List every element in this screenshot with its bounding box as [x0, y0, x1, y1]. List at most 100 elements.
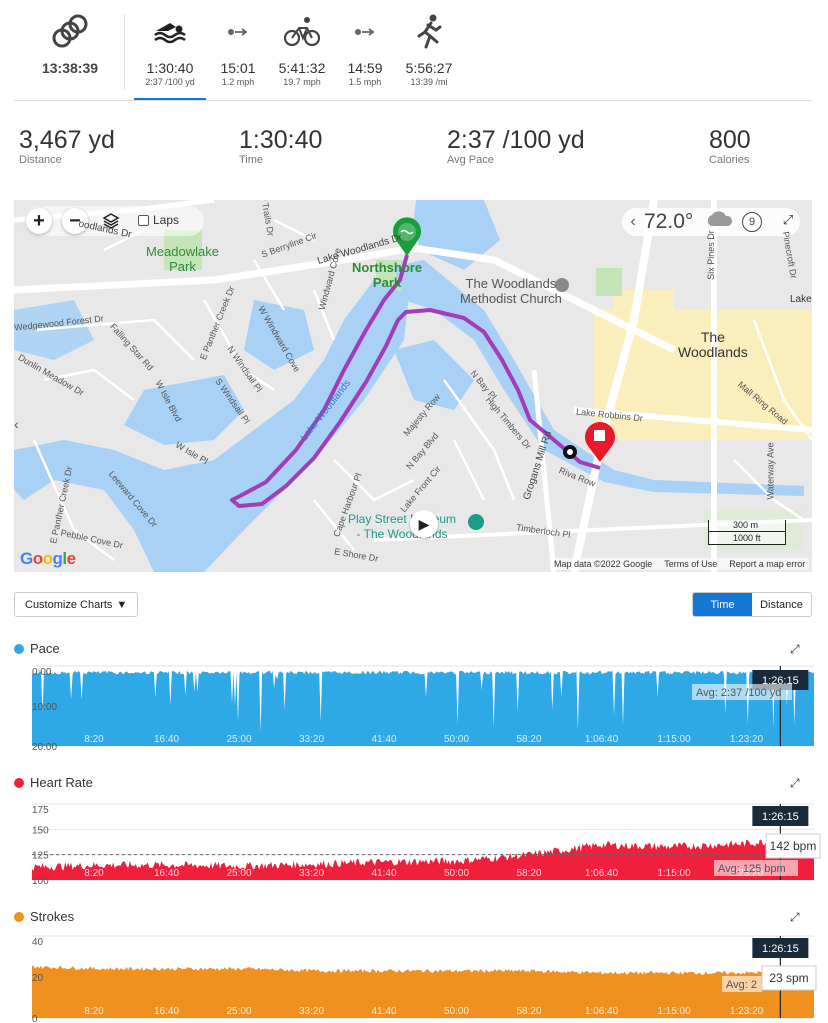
strokes-legend-dot	[14, 911, 24, 922]
pace-chart-title: Pace	[30, 641, 60, 656]
heart-rate-chart[interactable]: 175 150 125 100 8:20 16:40 25:00 33:20 41:40 50:0…	[0, 796, 828, 886]
cursor-time-badge	[752, 806, 809, 826]
strokes-series-area	[32, 965, 814, 1018]
segment-bike-speed: 19.7 mph	[283, 77, 321, 87]
average-label: Avg: 2	[726, 979, 757, 991]
zoom-in-button[interactable]: +	[26, 208, 52, 234]
x-tick-label: 1:23:20	[730, 734, 764, 745]
x-tick-label: 1:23:20	[730, 1006, 764, 1017]
segment-swim[interactable]: 1:30:40 2:37 /100 yd	[134, 12, 206, 102]
activity-map[interactable]: + − Laps ‹ 72.0° 9 ⤢ ‹ Meadowlake Park N…	[14, 200, 812, 572]
average-label: Avg: 125 bpm	[718, 863, 786, 875]
weather-temperature: 72.0°	[644, 210, 694, 233]
scale-meters: 300 m	[708, 520, 786, 532]
value-tooltip	[765, 833, 821, 859]
expand-icon[interactable]: ⤢	[790, 910, 800, 924]
chevron-left-icon[interactable]: ‹	[14, 416, 19, 432]
terms-link[interactable]: Terms of Use	[664, 559, 718, 569]
segment-divider	[124, 14, 125, 90]
zoom-out-button[interactable]: −	[62, 208, 88, 234]
segment-bike-time: 5:41:32	[278, 60, 326, 76]
x-tick-label: 41:40	[371, 868, 396, 879]
expand-icon[interactable]: ⤢	[782, 212, 794, 227]
segment-run-time: 5:56:27	[405, 60, 453, 76]
layers-icon[interactable]	[98, 208, 124, 234]
segment-total[interactable]: 13:38:39	[30, 12, 110, 76]
x-tick-label: 1:06:40	[585, 734, 619, 745]
google-logo: Google	[20, 549, 76, 568]
heart-rate-series-area	[32, 834, 814, 880]
heart-rate-chart-title: Heart Rate	[30, 775, 93, 790]
stat-time: 1:30:40 Time	[239, 126, 322, 166]
time-axis-button[interactable]: Time	[693, 593, 752, 616]
x-tick-label: 1:15:00	[657, 734, 691, 745]
heart-rate-legend-dot	[14, 777, 24, 788]
segment-run[interactable]: 5:56:27 13:39 /mi	[398, 12, 460, 88]
stat-calories-label: Calories	[709, 154, 750, 166]
y-tick-label: 10:00	[32, 702, 57, 713]
y-tick-label: 175	[32, 805, 49, 816]
stat-pace-value: 2:37 /100 yd	[447, 126, 585, 154]
map-label-lake-edge: Lake	[790, 294, 812, 305]
map-footer: Map data ©2022 Google Terms of Use Repor…	[550, 558, 810, 570]
church-pin[interactable]	[555, 278, 569, 292]
laps-toggle[interactable]: Laps	[138, 213, 179, 227]
x-tick-label: 8:20	[84, 734, 104, 745]
map-label-six-pines: Six Pines Dr	[705, 230, 716, 280]
customize-charts-button[interactable]: Customize Charts ▼	[14, 592, 138, 617]
distance-axis-button[interactable]: Distance	[752, 593, 811, 616]
stat-calories: 800 Calories	[709, 126, 751, 166]
x-tick-label: 1:06:40	[585, 868, 619, 879]
laps-checkbox[interactable]	[138, 214, 149, 226]
multisport-icon	[30, 12, 110, 52]
x-tick-label: 41:40	[371, 1006, 396, 1017]
segment-transition-1[interactable]: 15:01 1.2 mph	[212, 12, 264, 88]
stat-avg-pace: 2:37 /100 yd Avg Pace	[447, 126, 585, 166]
weather-widget[interactable]: ‹ 72.0° 9	[622, 208, 800, 236]
transition-icon	[212, 12, 264, 52]
play-icon[interactable]: ▶	[410, 510, 438, 538]
segment-transition-2[interactable]: 14:59 1.5 mph	[340, 12, 390, 88]
bike-icon	[272, 12, 332, 52]
value-tooltip	[761, 965, 817, 991]
segment-swim-pace: 2:37 /100 yd	[145, 77, 195, 87]
stat-distance: 3,467 yd Distance	[19, 126, 115, 166]
cursor-time-label: 1:26:15	[762, 811, 799, 823]
x-tick-label: 25:00	[226, 734, 251, 745]
strokes-chart[interactable]: 40 20 0 8:20 16:40 25:00 33:20 41:40 50:00 58:20 1…	[0, 928, 828, 1023]
pace-series-area	[32, 670, 814, 746]
x-tick-label: 33:20	[299, 1006, 324, 1017]
x-tick-label: 1:15:00	[657, 868, 691, 879]
expand-icon[interactable]: ⤢	[790, 642, 800, 656]
value-tooltip-label: 142 bpm	[770, 839, 817, 853]
map-label-waterway: Waterway Ave	[765, 442, 776, 500]
value-tooltip-label: 23 spm	[769, 971, 808, 985]
y-tick-label: 125	[32, 851, 49, 862]
map-label-woodlands: The Woodlands	[678, 329, 748, 360]
report-error-link[interactable]: Report a map error	[729, 559, 806, 569]
segment-t2-time: 14:59	[347, 60, 383, 76]
expand-icon[interactable]: ⤢	[790, 776, 800, 790]
finish-marker	[585, 422, 615, 462]
map-scale: 300 m 1000 ft	[708, 520, 786, 545]
x-tick-label: 58:20	[516, 868, 541, 879]
map-label-northshore: Northshore Park	[352, 260, 423, 290]
x-tick-label: 25:00	[226, 868, 251, 879]
map-label-playstreet: Play Street Museum - The Woodlands	[348, 512, 456, 541]
average-label: Avg: 2:37 /100 yd	[696, 687, 781, 699]
stat-calories-value: 800	[709, 126, 751, 154]
wind-speed-badge: 9	[742, 212, 762, 232]
segment-bike[interactable]: 5:41:32 19.7 mph	[272, 12, 332, 88]
chevron-left-icon[interactable]: ‹	[630, 213, 636, 230]
x-tick-label: 58:20	[516, 1006, 541, 1017]
x-tick-label: 8:20	[84, 868, 104, 879]
x-tick-label: 16:40	[154, 734, 179, 745]
y-tick-label: 20	[32, 973, 44, 984]
segment-swim-time: 1:30:40	[146, 60, 194, 76]
stat-pace-label: Avg Pace	[447, 154, 494, 166]
segment-t1-time: 15:01	[220, 60, 256, 76]
museum-pin[interactable]	[468, 514, 484, 530]
strokes-chart-header: Strokes	[14, 909, 74, 924]
pace-chart[interactable]: 0:00 10:00 20:00 8:20 16:40 25:00 33:20 41:40 50…	[0, 660, 828, 750]
y-tick-label: 100	[32, 876, 49, 886]
